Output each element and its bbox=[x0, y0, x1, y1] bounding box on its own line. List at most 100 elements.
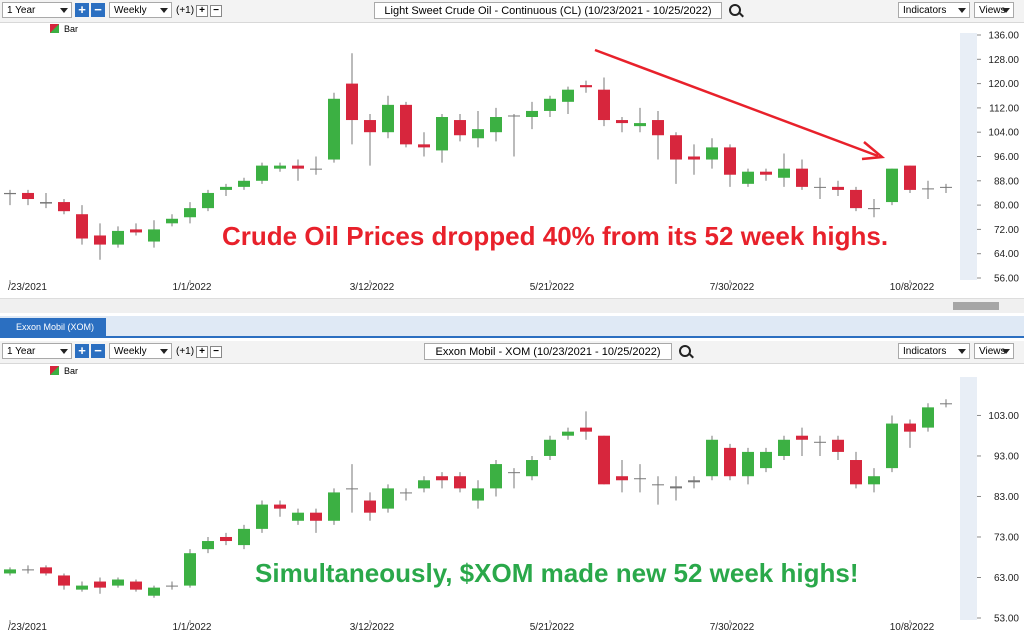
axis-strip bbox=[960, 33, 977, 280]
candle-body bbox=[202, 192, 214, 209]
y-tick-label: 56.00 bbox=[994, 274, 1019, 285]
candle-body bbox=[796, 168, 808, 187]
legend-swatch bbox=[50, 366, 59, 375]
search[interactable] bbox=[679, 345, 691, 357]
candle-body bbox=[868, 208, 880, 210]
candle-body bbox=[850, 189, 862, 209]
candle-body bbox=[418, 144, 430, 148]
candle-body bbox=[652, 484, 664, 486]
candle-body bbox=[310, 512, 322, 521]
candle-body bbox=[274, 504, 286, 509]
candle-body bbox=[670, 486, 682, 489]
candle-body bbox=[76, 585, 88, 590]
y-tick-label: 112.00 bbox=[989, 103, 1019, 114]
axis-strip bbox=[960, 377, 977, 620]
candle-body bbox=[688, 480, 700, 483]
y-tick-label: 53.00 bbox=[994, 614, 1019, 625]
x-tick-label: 10/8/2022 bbox=[890, 282, 935, 293]
candle-body bbox=[814, 186, 826, 188]
candle-body bbox=[382, 104, 394, 133]
candle-body bbox=[940, 186, 952, 188]
period-select[interactable]: 1 Year bbox=[2, 343, 72, 359]
candle-body bbox=[400, 104, 412, 145]
annotation: Crude Oil Prices dropped 40% from its 52… bbox=[222, 221, 888, 251]
candle-body bbox=[184, 208, 196, 218]
candle-body bbox=[634, 123, 646, 127]
zoom-in[interactable]: + bbox=[75, 3, 89, 17]
arrow bbox=[594, 48, 879, 158]
candle-body bbox=[940, 403, 952, 405]
symbol-title[interactable]: Exxon Mobil - XOM (10/23/2021 - 10/25/20… bbox=[424, 343, 672, 360]
candle-body bbox=[94, 581, 106, 588]
candle-body bbox=[22, 192, 34, 200]
candle-body bbox=[112, 230, 124, 245]
zoom-out[interactable]: − bbox=[91, 3, 105, 17]
zoom-in[interactable]: + bbox=[75, 344, 89, 358]
candle-body bbox=[544, 439, 556, 456]
legend-label: Bar bbox=[64, 24, 78, 34]
interval-select[interactable]: Weekly bbox=[109, 2, 172, 18]
scrollbar[interactable] bbox=[0, 298, 1024, 313]
candle-body bbox=[868, 476, 880, 485]
candle-body bbox=[760, 451, 772, 469]
candle-body bbox=[4, 569, 16, 574]
views[interactable]: Views bbox=[974, 343, 1014, 359]
candle-body bbox=[418, 480, 430, 489]
offset: (+1) bbox=[176, 5, 195, 16]
candle-body bbox=[40, 567, 52, 574]
x-tick-label: 5/21/2022 bbox=[530, 622, 575, 633]
candle-body bbox=[346, 488, 358, 490]
period-select[interactable]: 1 Year bbox=[2, 2, 72, 18]
candle-body bbox=[274, 165, 286, 169]
candle-body bbox=[472, 129, 484, 139]
candle-body bbox=[256, 504, 268, 529]
offset-plus[interactable]: + bbox=[196, 5, 208, 17]
candle-body bbox=[490, 464, 502, 489]
y-tick-label: 64.00 bbox=[994, 249, 1019, 260]
offset-minus[interactable]: − bbox=[210, 5, 222, 17]
candle-body bbox=[400, 492, 412, 494]
candle-body bbox=[544, 98, 556, 111]
y-tick-label: 104.00 bbox=[988, 128, 1019, 139]
scroll-thumb[interactable] bbox=[953, 302, 999, 310]
search[interactable] bbox=[729, 4, 741, 16]
chart: Simultaneously, $XOM made new 52 week hi… bbox=[4, 366, 1019, 633]
offset-plus[interactable]: + bbox=[196, 346, 208, 358]
tab-strip: Exxon Mobil (XOM) bbox=[0, 316, 1024, 338]
candle-body bbox=[670, 135, 682, 160]
tab[interactable]: Exxon Mobil (XOM) bbox=[0, 318, 106, 336]
offset-minus[interactable]: − bbox=[210, 346, 222, 358]
candle-body bbox=[652, 120, 664, 136]
indicators[interactable]: Indicators bbox=[898, 343, 970, 359]
candle-body bbox=[310, 168, 322, 170]
toolbar: 1 Year + − Weekly (+1) + − Light Sweet C… bbox=[0, 0, 1024, 23]
candle-body bbox=[922, 407, 934, 428]
candle-body bbox=[436, 117, 448, 151]
candle-body bbox=[58, 575, 70, 586]
candle-body bbox=[166, 218, 178, 224]
x-tick-label: 3/12/2022 bbox=[350, 282, 395, 293]
y-tick-label: 73.00 bbox=[994, 532, 1019, 543]
offset: (+1) bbox=[176, 346, 195, 357]
candle-body bbox=[346, 83, 358, 121]
interval-select[interactable]: Weekly bbox=[109, 343, 172, 359]
candle-body bbox=[616, 476, 628, 481]
zoom-out[interactable]: − bbox=[91, 344, 105, 358]
y-tick-label: 128.00 bbox=[988, 55, 1019, 66]
symbol-title[interactable]: Light Sweet Crude Oil - Continuous (CL) … bbox=[374, 2, 722, 19]
candle-body bbox=[706, 439, 718, 477]
indicators[interactable]: Indicators bbox=[898, 2, 970, 18]
candle-body bbox=[886, 423, 898, 469]
toolbar: 1 Year + − Weekly (+1) + − Exxon Mobil -… bbox=[0, 341, 1024, 364]
candle-body bbox=[760, 171, 772, 175]
x-tick-label: 1/1/2022 bbox=[173, 282, 212, 293]
candle-body bbox=[724, 447, 736, 477]
candle-body bbox=[886, 168, 898, 203]
candle-body bbox=[22, 569, 34, 571]
candle-body bbox=[76, 214, 88, 239]
candle-body bbox=[292, 512, 304, 521]
candle-body bbox=[364, 120, 376, 133]
candle-body bbox=[616, 120, 628, 124]
views[interactable]: Views bbox=[974, 2, 1014, 18]
